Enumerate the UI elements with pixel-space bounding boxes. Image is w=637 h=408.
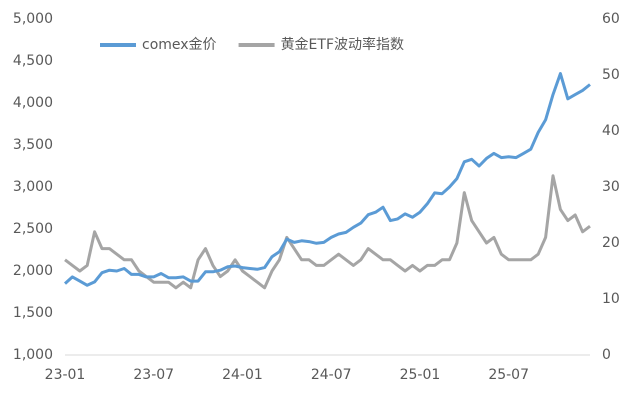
series-line bbox=[63, 72, 591, 287]
x-tick-label: 25-07 bbox=[488, 367, 529, 383]
y-tick-label: 2,000 bbox=[13, 263, 53, 279]
x-tick-label: 25-01 bbox=[400, 367, 441, 383]
series-line bbox=[64, 174, 591, 290]
y-tick-label: 4,500 bbox=[13, 53, 53, 69]
x-tick-label: 23-01 bbox=[45, 367, 86, 383]
y-tick-label: 2,500 bbox=[13, 221, 53, 237]
y2-tick-label: 30 bbox=[602, 179, 620, 195]
y2-tick-label: 50 bbox=[602, 67, 620, 83]
y-tick-label: 5,000 bbox=[13, 11, 53, 27]
x-tick-label: 23-07 bbox=[133, 367, 174, 383]
y-tick-label: 3,500 bbox=[13, 137, 53, 153]
y-tick-label: 1,000 bbox=[13, 347, 53, 363]
y2-tick-label: 60 bbox=[602, 11, 620, 27]
legend-label: comex金价 bbox=[142, 37, 217, 53]
y2-tick-label: 40 bbox=[602, 123, 620, 139]
y-tick-label: 4,000 bbox=[13, 95, 53, 111]
y-tick-label: 1,500 bbox=[13, 305, 53, 321]
legend-label: 黄金ETF波动率指数 bbox=[281, 36, 404, 53]
x-tick-label: 24-01 bbox=[222, 367, 263, 383]
y-tick-label: 3,000 bbox=[13, 179, 53, 195]
y2-tick-label: 0 bbox=[602, 347, 611, 363]
y2-tick-label: 10 bbox=[602, 291, 620, 307]
x-tick-label: 24-07 bbox=[311, 367, 352, 383]
y2-tick-label: 20 bbox=[602, 235, 620, 251]
